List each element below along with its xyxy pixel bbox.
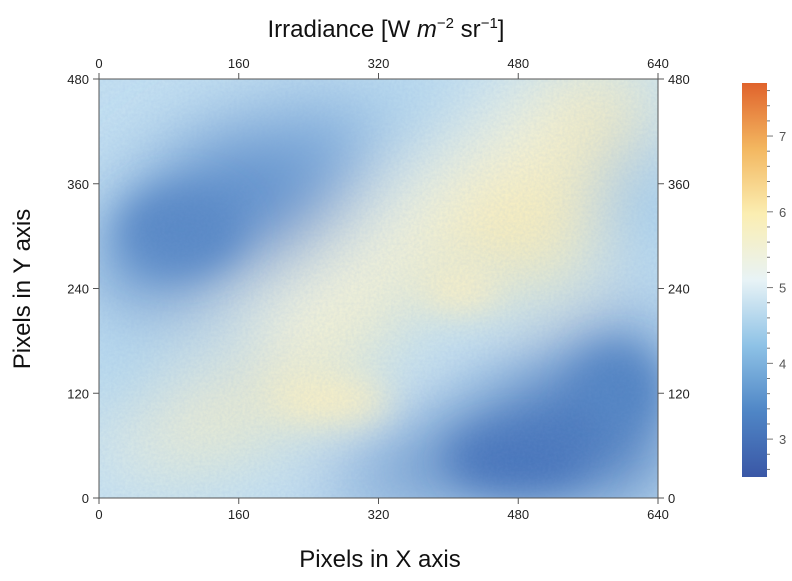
y-axis-left: 0 120 240 360 480 bbox=[67, 72, 99, 506]
x-tick-top-label: 160 bbox=[228, 56, 250, 71]
colorbar-tick-label: 3 bbox=[779, 432, 786, 447]
colorbar-ticks: 3 4 5 6 7 bbox=[767, 90, 786, 470]
x-axis-label: Pixels in X axis bbox=[299, 546, 460, 573]
y-tick-left-label: 120 bbox=[67, 386, 89, 401]
y-tick-left-label: 0 bbox=[82, 491, 89, 506]
y-tick-left-label: 240 bbox=[67, 282, 89, 297]
y-tick-right-label: 480 bbox=[668, 72, 690, 87]
colorbar: 3 4 5 6 7 bbox=[742, 83, 786, 477]
y-tick-right-label: 240 bbox=[668, 282, 690, 297]
x-axis-bottom: 0 160 320 480 640 bbox=[95, 498, 669, 522]
x-tick-bottom-label: 0 bbox=[95, 507, 102, 522]
x-axis-top: 0 160 320 480 640 bbox=[95, 56, 669, 79]
y-tick-left-label: 480 bbox=[67, 72, 89, 87]
y-tick-right-label: 0 bbox=[668, 491, 675, 506]
colorbar-tick-label: 5 bbox=[779, 281, 786, 296]
colorbar-tick-label: 7 bbox=[779, 129, 786, 144]
colorbar-gradient bbox=[742, 83, 767, 477]
x-tick-bottom-label: 320 bbox=[368, 507, 390, 522]
colorbar-tick-label: 6 bbox=[779, 205, 786, 220]
x-tick-bottom-label: 160 bbox=[228, 507, 250, 522]
x-tick-top-label: 480 bbox=[507, 56, 529, 71]
y-tick-right-label: 360 bbox=[668, 177, 690, 192]
x-tick-top-label: 640 bbox=[647, 56, 669, 71]
x-tick-top-label: 320 bbox=[368, 56, 390, 71]
colorbar-tick-label: 4 bbox=[779, 356, 786, 371]
chart-title: Irradiance [W m−2 sr−1] bbox=[268, 15, 505, 43]
y-tick-right-label: 120 bbox=[668, 386, 690, 401]
heatmap-image bbox=[99, 79, 658, 498]
x-tick-bottom-label: 640 bbox=[647, 507, 669, 522]
x-tick-top-label: 0 bbox=[95, 56, 102, 71]
y-axis-label: Pixels in Y axis bbox=[9, 209, 36, 370]
y-axis-right: 0 120 240 360 480 bbox=[658, 72, 690, 506]
x-tick-bottom-label: 480 bbox=[507, 507, 529, 522]
y-tick-left-label: 360 bbox=[67, 177, 89, 192]
